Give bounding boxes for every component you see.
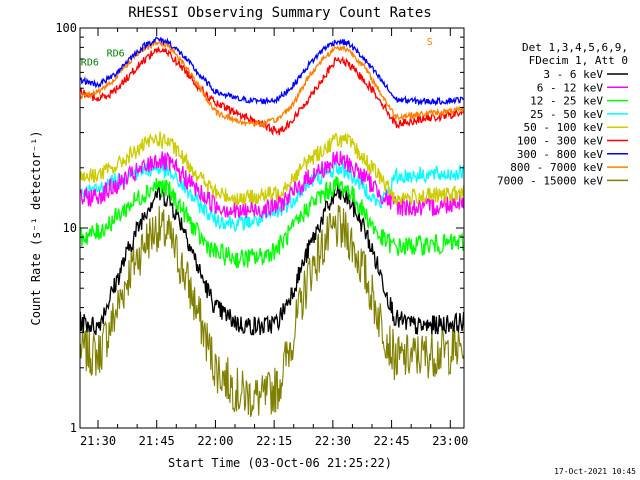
y-axis-label: Count Rate (s⁻¹ detector⁻¹) [29,130,43,325]
legend-header-line-1: Det 1,3,4,5,6,9, [522,41,628,54]
y-tick-label-2: 10 [63,221,77,235]
x-tick-label-4: 22:15 [256,434,292,448]
series-line-1 [79,183,465,336]
series-line-8 [79,39,465,128]
plot-area: RD6 RD6 S [79,36,465,418]
x-tick-label-5: 22:30 [315,434,351,448]
legend-label-4: 25 - 50 keV [530,108,603,121]
legend-label-7: 300 - 800 keV [517,148,603,161]
x-tick-label-2: 21:45 [139,434,175,448]
series-line-7 [79,36,464,107]
series-line-9 [79,205,465,418]
legend: Det 1,3,4,5,6,9, FDecim 1, Att 0 3 - 6 k… [497,41,628,187]
series-line-2 [79,151,465,219]
legend-label-8: 800 - 7000 keV [510,161,603,174]
x-tick-label-6: 22:45 [374,434,410,448]
annotation-1: RD6 [81,57,99,68]
legend-header-line-2: FDecim 1, Att 0 [529,54,628,67]
chart-title: RHESSI Observing Summary Count Rates [128,5,431,21]
y-tick-label-3: 100 [55,21,77,35]
x-axis-label: Start Time (03-Oct-06 21:25:22) [168,456,392,470]
legend-label-2: 6 - 12 keV [537,81,604,94]
legend-label-3: 12 - 25 keV [530,95,603,108]
legend-label-9: 7000 - 15000 keV [497,174,603,187]
x-tick-label-1: 21:30 [80,434,116,448]
annotation-2: RD6 [107,49,125,60]
x-tick-label-3: 22:00 [197,434,233,448]
annotation-3: S [427,37,433,48]
series-line-6 [79,45,465,136]
series-line-3 [79,176,465,269]
legend-label-5: 50 - 100 keV [524,121,604,134]
x-axis: 21:30 21:45 22:00 22:15 22:30 22:45 23:00 [80,28,468,448]
series-line-5 [79,131,465,207]
x-tick-label-7: 23:00 [432,434,468,448]
y-tick-label-1: 1 [70,421,77,435]
y-axis: 1 10 100 [55,21,464,435]
legend-label-1: 3 - 6 keV [543,68,603,81]
footer-date: 17-Oct-2021 10:45 [554,467,636,476]
legend-label-6: 100 - 300 keV [517,135,603,148]
